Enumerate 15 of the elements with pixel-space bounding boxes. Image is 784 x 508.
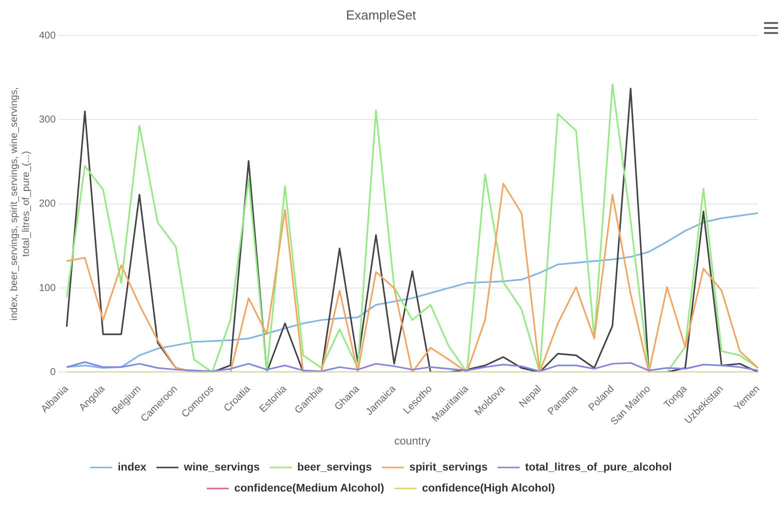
- legend-label: spirit_servings: [409, 462, 488, 474]
- legend-label: beer_servings: [297, 462, 372, 474]
- y-tick-label: 300: [38, 114, 56, 126]
- y-tick-label: 400: [38, 30, 56, 42]
- y-axis-title: index, beer_servings, spirit_servings, wine_servings, total_litres_of_pure_(...): [8, 87, 32, 321]
- legend-label: confidence(Medium Alcohol): [234, 482, 384, 495]
- legend-label: wine_servings: [182, 462, 260, 474]
- chart-title: ExampleSet: [346, 7, 416, 22]
- x-axis-title: country: [394, 435, 431, 448]
- legend-label: confidence(High Alcohol): [422, 482, 556, 495]
- legend-label: total_litres_of_pure_alcohol: [525, 462, 672, 474]
- y-tick-label: 200: [38, 198, 56, 210]
- y-tick-label: 0: [50, 366, 56, 378]
- y-tick-label: 100: [38, 282, 56, 294]
- legend-label: index: [118, 462, 148, 474]
